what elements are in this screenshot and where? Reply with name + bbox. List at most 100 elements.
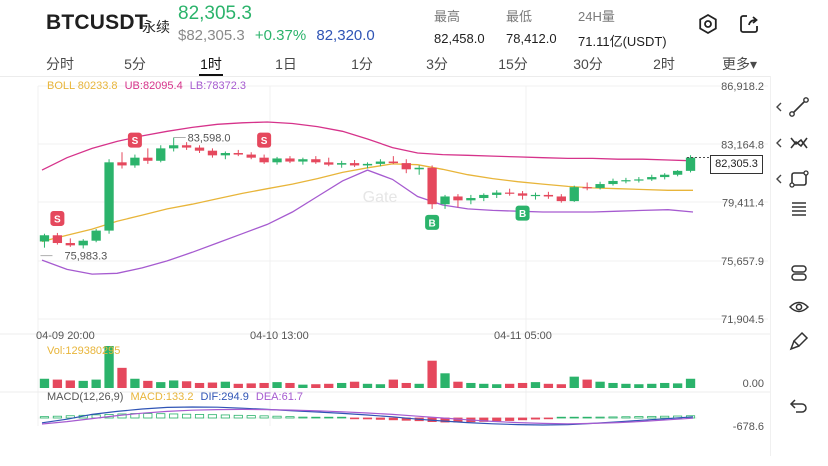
volume-bar — [78, 380, 88, 388]
macd-histogram-bar — [530, 417, 541, 420]
kline-chart[interactable]: Gate S S S B B 86,918.2 83,164.8 79,411.4 75,65… — [0, 76, 770, 456]
tab-2h[interactable]: 2时 — [653, 56, 675, 72]
expand-caret-icon[interactable] — [775, 138, 783, 148]
volume-bar — [52, 379, 63, 388]
last-price: 82,305.3 — [178, 3, 252, 24]
expand-caret-icon[interactable] — [775, 102, 783, 112]
macd-histogram-bar — [259, 415, 269, 419]
boll-lower-line — [41, 169, 694, 275]
macd-histogram-bar — [556, 416, 566, 419]
volume-bar — [233, 383, 243, 388]
tab-30m[interactable]: 30分 — [573, 56, 603, 72]
rect-tool-icon[interactable] — [788, 168, 810, 190]
boll-legend[interactable]: BOLL 80233.8 UB:82095.4 LB:78372.3 — [47, 80, 246, 92]
candle-body — [156, 148, 166, 161]
volume-bar — [324, 383, 334, 388]
candle-body — [647, 177, 657, 180]
macd-histogram-bar — [52, 415, 62, 419]
stat-high-value: 82,458.0 — [434, 31, 485, 46]
volume-bar — [556, 384, 566, 388]
volume-bar — [685, 378, 696, 388]
macd-histogram-bar — [311, 416, 321, 419]
volume-bar — [181, 381, 192, 388]
macd-histogram-bar — [518, 417, 528, 421]
buy-marker — [425, 214, 440, 230]
tab-3m[interactable]: 3分 — [426, 56, 448, 72]
ticker-header: BTCUSDT 永续 82,305.3 $82,305.3 +0.37% 82,… — [0, 0, 828, 50]
dea-value: DEA:61.7 — [255, 391, 303, 403]
macd-histogram-bar — [156, 413, 166, 419]
measure-tool-icon[interactable] — [788, 262, 810, 284]
macd-legend[interactable]: MACD(12,26,9) MACD:133.2 DIF:294.9 DEA:6… — [47, 391, 303, 403]
volume-bar — [543, 383, 554, 388]
sell-marker — [50, 210, 65, 226]
candle-body — [582, 187, 592, 189]
candle-body — [427, 167, 437, 205]
drawing-toolbar — [770, 76, 828, 456]
volume-bar — [337, 382, 347, 388]
undo-icon[interactable] — [788, 394, 810, 416]
price-tick-label: 71,904.5 — [721, 314, 764, 326]
marker-label: S — [54, 214, 61, 225]
candle-body — [401, 163, 411, 170]
candle-body — [517, 193, 528, 196]
candlesticks — [39, 137, 696, 249]
candle-body — [337, 163, 347, 165]
candle-body — [246, 154, 256, 158]
volume-bar — [504, 383, 515, 388]
volume-bar — [530, 382, 541, 388]
volume-bar — [104, 346, 114, 388]
price-tick-label: 86,918.2 — [721, 81, 764, 93]
share-icon[interactable] — [738, 13, 760, 35]
tab-5m[interactable]: 5分 — [124, 56, 146, 72]
candle-body — [143, 157, 153, 161]
trend-tool-icon[interactable] — [788, 132, 810, 154]
current-price-tag: 82,305.3 — [710, 155, 763, 174]
macd-histogram-bar — [362, 417, 373, 420]
sell-marker — [257, 132, 272, 148]
time-axis: 04-09 20:00 04-10 13:00 04-11 05:00 — [36, 330, 552, 342]
tab-1m[interactable]: 1分 — [351, 56, 373, 72]
time-tick-label: 04-10 13:00 — [250, 330, 309, 342]
volume-bar — [169, 380, 179, 388]
stat-volume: 24H量 71.11亿(USDT) — [578, 6, 667, 50]
candle-body — [375, 161, 386, 164]
volume-bar — [349, 381, 360, 388]
macd-histogram-bar — [285, 416, 295, 419]
tab-1h[interactable]: 1时 — [200, 56, 222, 72]
fib-tool-icon[interactable] — [788, 198, 810, 220]
dif-line — [41, 406, 694, 426]
macd-histogram-bar — [375, 417, 385, 420]
settings-icon[interactable] — [697, 13, 719, 35]
brush-icon[interactable] — [788, 330, 810, 352]
volume-bar — [440, 373, 450, 388]
volume-bar — [272, 382, 282, 388]
macd-histogram-bar — [634, 416, 644, 419]
expand-caret-icon[interactable] — [775, 174, 783, 184]
price-tick-label: 83,164.8 — [721, 139, 764, 151]
candle-body — [194, 147, 205, 151]
candle-body — [362, 163, 373, 166]
candle-body — [169, 145, 179, 149]
volume-bar — [388, 379, 398, 388]
macd-histogram-bar — [143, 413, 153, 419]
volume-bar — [220, 381, 231, 388]
trade-markers: S S S B B — [50, 132, 530, 230]
interval-tabs: 分时 5分 1时 1日 1分 3分 15分 30分 2时 更多▾ — [0, 50, 770, 77]
tab-more[interactable]: 更多▾ — [722, 56, 758, 72]
tab-timeline[interactable]: 分时 — [46, 56, 74, 72]
tab-15m[interactable]: 15分 — [498, 56, 528, 72]
volume-bar — [362, 383, 373, 388]
usd-price: $82,305.3 — [178, 27, 245, 44]
volume-bar — [608, 382, 618, 388]
volume-legend[interactable]: Vol:129380295 — [47, 345, 121, 357]
volume-bar — [401, 382, 411, 388]
line-tool-icon[interactable] — [788, 96, 810, 118]
eye-icon[interactable] — [788, 296, 810, 318]
buy-marker — [515, 205, 530, 221]
candle-body — [39, 235, 50, 242]
price-tick-label: 79,411.4 — [722, 198, 764, 210]
symbol-name[interactable]: BTCUSDT — [46, 11, 148, 34]
candle-body — [207, 150, 218, 156]
tab-1d[interactable]: 1日 — [275, 56, 297, 72]
